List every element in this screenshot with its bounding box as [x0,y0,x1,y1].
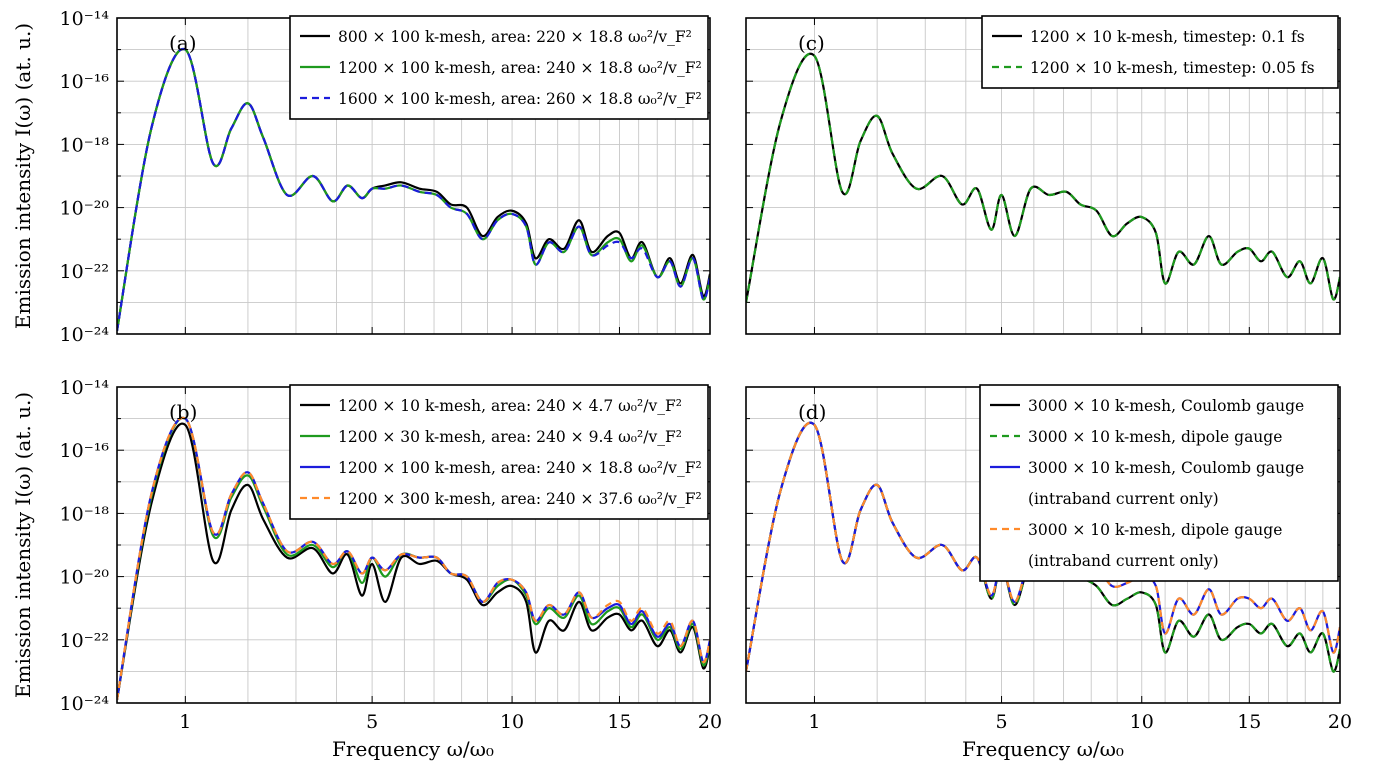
series-line-c-2 [746,52,1340,303]
legend-entry-3: 1600 × 100 k-mesh, area: 260 × 18.8 ω₀²/… [338,90,702,108]
x-axis-label-text: Frequency ω/ω₀ [332,737,494,761]
legend-entry-2: 3000 × 10 k-mesh, dipole gauge [1028,428,1282,446]
y-axis-label-text: Emission intensity I(ω) (at. u.) [11,23,35,329]
x-axis-label-left: Frequency ω/ω₀ [332,737,494,761]
legend-a: 800 × 100 k-mesh, area: 220 × 18.8 ω₀²/v… [289,15,709,120]
y-tick-label: 10⁻¹⁸ [60,503,110,525]
x-tick-label: 10 [500,711,524,733]
legend-entry-3: 3000 × 10 k-mesh, Coulomb gauge [1028,459,1304,477]
x-tick-label: 10 [1130,711,1154,733]
legend-d: 3000 × 10 k-mesh, Coulomb gauge 3000 × 10… [979,384,1339,582]
legend-entry-2: 1200 × 10 k-mesh, timestep: 0.05 fs [1030,59,1315,77]
y-tick-label: 10⁻¹⁸ [60,134,110,156]
legend-box [289,15,709,120]
legend-entry-2: 1200 × 100 k-mesh, area: 240 × 18.8 ω₀²/… [338,59,702,77]
legend-entry-4: (intraband current only) [1028,552,1219,570]
legend-box [979,384,1339,582]
y-tick-label: 10⁻¹⁶ [60,71,110,93]
panel-d: 1 5 10 15 20(d) 3000 × 10 k-mesh, Coulomb gau… [745,384,1352,733]
y-tick-label: 10⁻²⁴ [60,324,110,346]
legend-b: 1200 × 10 k-mesh, area: 240 × 4.7 ω₀²/v_… [289,384,709,520]
x-tick-label: 5 [366,711,378,733]
legend-box [981,15,1339,89]
x-axis-label-right: Frequency ω/ω₀ [962,737,1124,761]
x-tick-label: 15 [1237,711,1261,733]
legend-entry-3: (intraband current only) [1028,490,1219,508]
series-line-b-4 [117,416,710,701]
legend-c: 1200 × 10 k-mesh, timestep: 0.1 fs 1200 ×… [981,15,1339,89]
series-group-c [746,52,1340,303]
x-tick-label: 15 [607,711,631,733]
series-group-b [117,416,710,701]
legend-entry-4: 1200 × 300 k-mesh, area: 240 × 37.6 ω₀²/… [338,490,702,508]
y-tick-label: 10⁻¹⁴ [60,377,110,399]
legend-entry-1: 1200 × 10 k-mesh, timestep: 0.1 fs [1030,28,1305,46]
legend-entry-1: 3000 × 10 k-mesh, Coulomb gauge [1028,397,1304,415]
legend-entry-1: 800 × 100 k-mesh, area: 220 × 18.8 ω₀²/v… [338,28,692,46]
panel-a: 10⁻²⁴ 10⁻²² 10⁻²⁰ 10⁻¹⁸ 10⁻¹⁶ 10⁻¹⁴ (a) 800 × 1… [60,8,711,346]
y-tick-label: 10⁻²⁰ [60,198,110,220]
panels: 10⁻²⁴ 10⁻²² 10⁻²⁰ 10⁻¹⁸ 10⁻¹⁶ 10⁻¹⁴ (a) 800 × 1… [60,8,1353,733]
x-tick-label: 1 [808,711,820,733]
y-tick-label: 10⁻²² [60,630,109,652]
legend-entry-2: 1200 × 30 k-mesh, area: 240 × 9.4 ω₀²/v_… [338,428,682,446]
y-tick-label: 10⁻²² [60,261,109,283]
panel-label-c: (c) [798,31,825,55]
x-tick-label: 5 [996,711,1008,733]
panel-c: (c) 1200 × 10 k-mesh, timestep: 0.1 fs120… [745,15,1341,335]
panel-label-d: (d) [798,400,826,424]
panel-label-a: (a) [169,31,197,55]
series-line-c-1 [746,52,1340,303]
legend-entry-1: 1200 × 10 k-mesh, area: 240 × 4.7 ω₀²/v_… [338,397,682,415]
series-line-a-3 [117,48,710,332]
y-tick-label: 10⁻²⁰ [60,567,110,589]
y-tick-label: 10⁻¹⁴ [60,8,110,30]
x-tick-label: 1 [179,711,191,733]
y-axis-label-bottom: Emission intensity I(ω) (at. u.) [11,392,35,698]
x-axis-label-text: Frequency ω/ω₀ [962,737,1124,761]
legend-entry-3: 1200 × 100 k-mesh, area: 240 × 18.8 ω₀²/… [338,459,702,477]
y-tick-label: 10⁻²⁴ [60,693,110,715]
y-axis-label-text: Emission intensity I(ω) (at. u.) [11,392,35,698]
panel-label-b: (b) [169,400,197,424]
series-group-a [117,48,710,332]
x-tick-label: 20 [698,711,722,733]
legend-entry-4: 3000 × 10 k-mesh, dipole gauge [1028,521,1282,539]
legend-box [289,384,709,520]
y-tick-label: 10⁻¹⁶ [60,440,110,462]
y-axis-label-top: Emission intensity I(ω) (at. u.) [11,23,35,329]
x-tick-label: 20 [1328,711,1352,733]
series-line-b-1 [117,422,710,701]
